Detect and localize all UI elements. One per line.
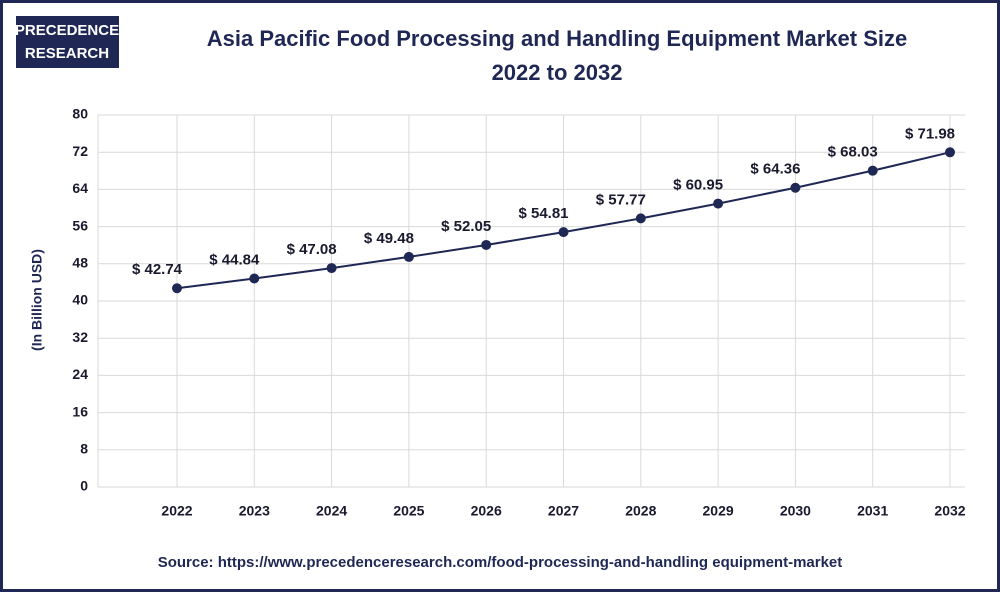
value-label: $ 71.98 — [905, 125, 955, 142]
y-tick-label: 64 — [72, 180, 88, 196]
value-label: $ 64.36 — [750, 161, 800, 178]
x-tick-label: 2032 — [934, 503, 965, 519]
value-label: $ 49.48 — [364, 230, 414, 247]
x-tick-label: 2027 — [548, 503, 579, 519]
point — [867, 165, 878, 176]
value-label: $ 60.95 — [673, 177, 723, 194]
point — [249, 273, 260, 284]
logo-box — [16, 16, 119, 68]
x-tick-label: 2029 — [703, 503, 734, 519]
point — [945, 147, 955, 158]
point — [713, 198, 724, 209]
x-tick-label: 2025 — [393, 503, 424, 519]
point — [172, 283, 182, 294]
x-tick-label: 2022 — [161, 503, 192, 519]
value-label: $ 68.03 — [828, 144, 878, 161]
y-tick-label: 16 — [72, 403, 88, 419]
chart-subtitle: 2022 to 2032 — [492, 60, 623, 85]
x-tick-label: 2028 — [625, 503, 656, 519]
point — [790, 182, 801, 193]
y-axis-label: (In Billion USD) — [29, 249, 45, 351]
logo-line: RESEARCH — [25, 45, 109, 62]
point — [481, 239, 492, 250]
point — [635, 213, 646, 224]
y-tick-label: 32 — [72, 329, 88, 345]
x-tick-label: 2023 — [239, 503, 270, 519]
source: Source: https://www.precedenceresearch.c… — [158, 554, 843, 571]
y-tick-label: 8 — [80, 441, 88, 457]
x-tick-label: 2026 — [471, 503, 502, 519]
y-tick-label: 0 — [80, 478, 88, 494]
y-tick-label: 48 — [72, 255, 88, 271]
y-tick-label: 24 — [72, 366, 88, 382]
y-tick-label: 56 — [72, 217, 88, 233]
value-label: $ 54.81 — [518, 205, 568, 222]
value-label: $ 57.77 — [596, 191, 646, 208]
point — [558, 227, 569, 238]
y-tick-label: 80 — [72, 106, 88, 122]
x-tick-label: 2031 — [857, 503, 888, 519]
point — [326, 263, 337, 274]
chart-title: Asia Pacific Food Processing and Handlin… — [207, 26, 907, 51]
value-label: $ 44.84 — [209, 251, 260, 268]
y-tick-label: 72 — [72, 143, 88, 159]
x-tick-label: 2030 — [780, 503, 811, 519]
value-label: $ 42.74 — [132, 261, 183, 278]
value-label: $ 47.08 — [287, 241, 337, 258]
y-tick-label: 40 — [72, 292, 88, 308]
x-tick-label: 2024 — [316, 503, 347, 519]
value-label: $ 52.05 — [441, 218, 491, 235]
point — [403, 251, 414, 262]
logo-line: PRECEDENCE — [15, 22, 119, 39]
